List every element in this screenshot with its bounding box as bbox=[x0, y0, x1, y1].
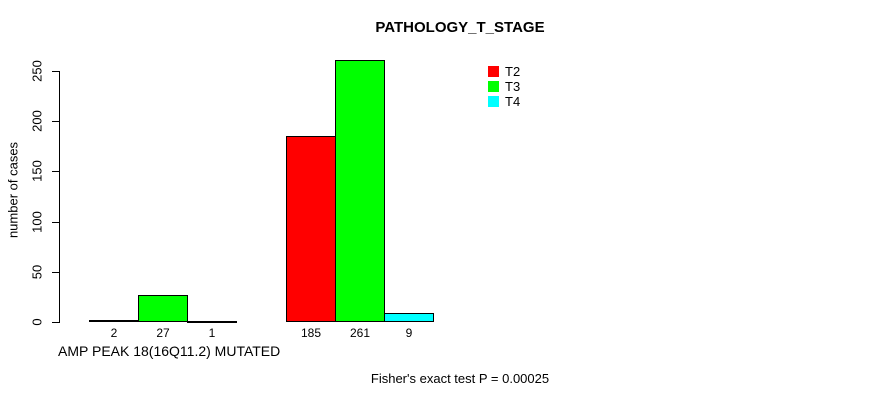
y-axis-tick-label: 100 bbox=[29, 211, 45, 233]
legend: T2 T3 T4 bbox=[488, 64, 520, 109]
bar-t4-group2 bbox=[384, 313, 434, 322]
legend-color-swatch bbox=[488, 66, 499, 77]
legend-color-swatch bbox=[488, 81, 499, 92]
y-axis-tick-label: 0 bbox=[29, 318, 45, 326]
chart-title: PATHOLOGY_T_STAGE bbox=[375, 19, 545, 36]
y-axis-title: number of cases bbox=[5, 141, 21, 239]
y-axis-tick bbox=[52, 171, 59, 172]
bar-t2-group2 bbox=[286, 136, 336, 322]
legend-label: T2 bbox=[505, 64, 521, 79]
legend-item-t4: T4 bbox=[488, 94, 520, 109]
bar-value-label: 185 bbox=[300, 326, 322, 340]
y-axis-tick bbox=[52, 71, 59, 72]
bar-value-label: 2 bbox=[110, 326, 118, 340]
y-axis-tick-label: 200 bbox=[29, 110, 45, 132]
y-axis-tick-label: 250 bbox=[29, 60, 45, 82]
legend-label: T3 bbox=[505, 79, 521, 94]
legend-label: T4 bbox=[505, 94, 521, 109]
y-axis-tick bbox=[52, 272, 59, 273]
y-axis-line bbox=[59, 71, 60, 323]
y-axis-tick-label: 150 bbox=[29, 160, 45, 182]
bar-value-label: 9 bbox=[405, 326, 413, 340]
bar-value-label: 261 bbox=[349, 326, 371, 340]
y-axis-tick bbox=[52, 121, 59, 122]
x-axis-title: AMP PEAK 18(16Q11.2) MUTATED bbox=[58, 343, 281, 359]
legend-color-swatch bbox=[488, 96, 499, 107]
bar-t3-group2 bbox=[335, 60, 385, 322]
legend-item-t3: T3 bbox=[488, 79, 520, 94]
fisher-test-annotation: Fisher's exact test P = 0.00025 bbox=[370, 371, 550, 386]
y-axis-tick bbox=[52, 222, 59, 223]
bar-value-label: 27 bbox=[156, 326, 170, 340]
y-axis-tick bbox=[52, 322, 59, 323]
y-axis-tick-label: 50 bbox=[29, 264, 45, 280]
bar-t2-group1 bbox=[89, 320, 139, 322]
bar-value-label: 1 bbox=[208, 326, 216, 340]
legend-item-t2: T2 bbox=[488, 64, 520, 79]
bar-t3-group1 bbox=[138, 295, 188, 322]
bar-t4-group1 bbox=[187, 321, 237, 323]
